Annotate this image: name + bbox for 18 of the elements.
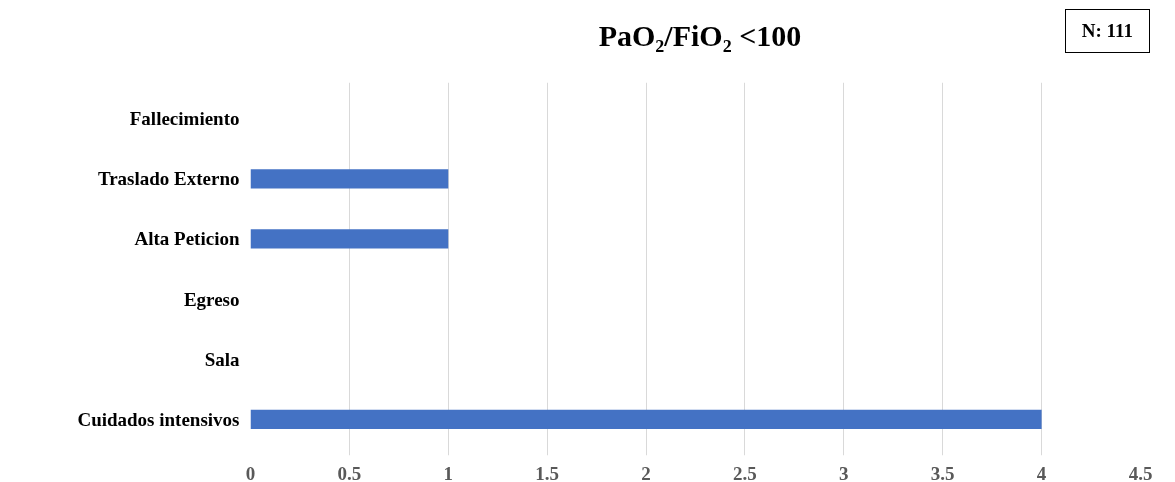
y-tick-label: Egreso <box>183 288 240 310</box>
y-tick-label: Traslado Externo <box>97 168 240 190</box>
x-tick-label: 0 <box>245 462 256 482</box>
x-tick-label: 4.5 <box>1128 462 1153 482</box>
y-tick-label: Fallecimiento <box>129 108 240 130</box>
chart-title: PaO₂/FiO₂ <100 <box>598 19 802 52</box>
x-tick-label: 4 <box>1036 462 1047 482</box>
y-tick-label: Alta Peticion <box>134 228 240 250</box>
x-tick-label: 2 <box>641 462 651 482</box>
x-tick-label: 0.5 <box>337 462 362 482</box>
x-tick-label: 2.5 <box>733 462 757 482</box>
x-tick-label: 3 <box>839 462 849 482</box>
y-tick-label: Sala <box>204 348 240 370</box>
x-tick-label: 1 <box>443 462 454 482</box>
x-tick-label: 1.5 <box>535 462 560 482</box>
y-tick-label: Cuidados intensivos <box>77 408 240 430</box>
x-tick-label: 3.5 <box>930 462 955 482</box>
text: N: 111 <box>1064 9 1150 53</box>
